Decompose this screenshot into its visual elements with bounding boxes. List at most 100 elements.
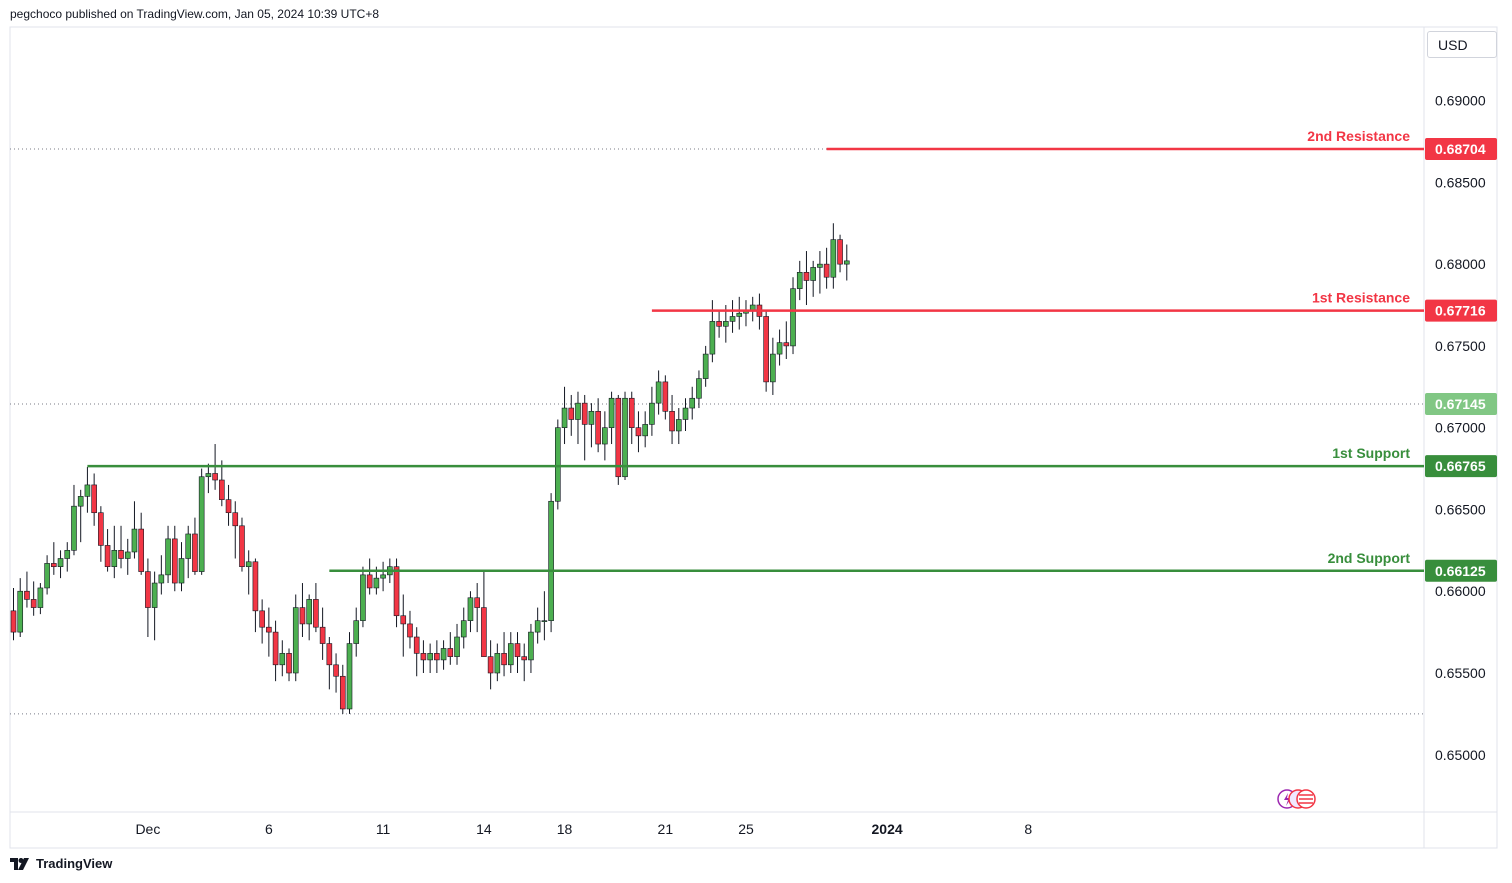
candle-body bbox=[837, 239, 843, 265]
candle-body bbox=[198, 476, 205, 572]
last-price-tag bbox=[1425, 392, 1497, 415]
candle-body bbox=[534, 620, 541, 633]
candle bbox=[393, 558, 400, 628]
candle-body bbox=[333, 664, 339, 677]
candle-body bbox=[521, 656, 528, 661]
candle-body bbox=[575, 402, 581, 420]
candle bbox=[575, 391, 581, 445]
candle-body bbox=[185, 533, 192, 559]
candle-body bbox=[212, 473, 218, 481]
candle bbox=[649, 386, 655, 436]
candle bbox=[454, 623, 460, 665]
candle bbox=[24, 571, 30, 608]
candle-body bbox=[561, 407, 568, 428]
candle-body bbox=[682, 407, 689, 420]
candle bbox=[655, 370, 662, 415]
tradingview-branding[interactable]: TradingView bbox=[10, 856, 112, 871]
candle bbox=[17, 578, 24, 638]
price-axis[interactable]: 0.65000 0.65500 0.66000 0.66500 0.67000 0.675… bbox=[1435, 93, 1486, 763]
candle-body bbox=[178, 558, 185, 584]
candle bbox=[628, 391, 635, 445]
candle bbox=[843, 244, 850, 281]
candle-body bbox=[413, 636, 420, 654]
candle bbox=[286, 648, 292, 682]
candle-body bbox=[57, 558, 64, 567]
currency-label[interactable]: USD bbox=[1427, 31, 1497, 58]
candle-body bbox=[642, 424, 648, 437]
candle bbox=[494, 643, 501, 682]
candle bbox=[319, 607, 326, 660]
level-label: 1st Resistance bbox=[1312, 290, 1410, 306]
price-tick-label: 0.66500 bbox=[1435, 501, 1486, 517]
candle bbox=[420, 640, 427, 673]
candle-body bbox=[306, 599, 312, 625]
candle bbox=[749, 296, 756, 322]
candle bbox=[91, 473, 97, 526]
candle bbox=[400, 594, 407, 657]
candle-body bbox=[151, 582, 158, 608]
candle-body bbox=[628, 397, 635, 428]
time-axis[interactable]: Dec 6 11 14 18 21 25 2024 8 bbox=[135, 821, 1032, 837]
candle bbox=[440, 640, 447, 670]
candle-body bbox=[608, 397, 615, 428]
candle bbox=[77, 489, 84, 543]
candle bbox=[145, 558, 151, 638]
candle bbox=[803, 251, 810, 306]
tradingview-logo-icon bbox=[10, 857, 30, 870]
candle bbox=[830, 223, 837, 289]
candle bbox=[669, 394, 675, 445]
candle-body bbox=[111, 550, 118, 567]
candlestick-series bbox=[10, 223, 850, 714]
candle bbox=[158, 555, 165, 595]
candle bbox=[568, 394, 575, 436]
level-price-tag bbox=[1425, 559, 1497, 582]
candle bbox=[313, 583, 319, 633]
candle bbox=[635, 411, 642, 453]
candle-body bbox=[803, 272, 810, 281]
candle bbox=[165, 525, 171, 584]
candle-body bbox=[635, 427, 642, 437]
candle-body bbox=[225, 499, 232, 514]
time-tick-label: 2024 bbox=[872, 821, 903, 837]
candle-body bbox=[467, 597, 474, 621]
level-price-text: 0.68704 bbox=[1435, 141, 1486, 157]
candle bbox=[98, 506, 104, 562]
candle bbox=[434, 640, 440, 673]
candle-body bbox=[44, 563, 50, 589]
candle bbox=[790, 277, 796, 355]
candle bbox=[427, 643, 433, 673]
candle-body bbox=[292, 607, 299, 674]
candle-body bbox=[232, 512, 239, 527]
candle-body bbox=[528, 631, 534, 661]
candle-body bbox=[447, 648, 454, 657]
level-price-text: 0.66125 bbox=[1435, 563, 1486, 579]
candle bbox=[521, 643, 528, 682]
candle bbox=[407, 610, 413, 649]
brand-name: TradingView bbox=[36, 856, 113, 871]
candle-body bbox=[400, 615, 407, 625]
candle-body bbox=[622, 397, 628, 478]
time-tick-label: 8 bbox=[1024, 821, 1032, 837]
candle-body bbox=[763, 316, 769, 383]
level-price-tag bbox=[1425, 299, 1497, 322]
candle bbox=[487, 640, 494, 690]
candle-body bbox=[259, 610, 265, 628]
candle-body bbox=[702, 353, 709, 379]
candle bbox=[245, 550, 252, 595]
candle bbox=[339, 664, 346, 714]
economic-events-icon[interactable] bbox=[1277, 789, 1316, 809]
candle bbox=[817, 251, 823, 294]
level-price-text: 0.67716 bbox=[1435, 303, 1486, 319]
candle bbox=[736, 296, 743, 330]
candle-body bbox=[655, 381, 662, 404]
candle bbox=[232, 501, 239, 559]
candle bbox=[353, 607, 360, 657]
candle-body bbox=[158, 574, 165, 584]
candle-body bbox=[77, 496, 84, 507]
candle-body bbox=[843, 260, 850, 265]
candle-body bbox=[145, 571, 151, 608]
candle bbox=[51, 542, 57, 575]
candle-body bbox=[171, 538, 178, 584]
price-grid bbox=[10, 148, 1424, 715]
